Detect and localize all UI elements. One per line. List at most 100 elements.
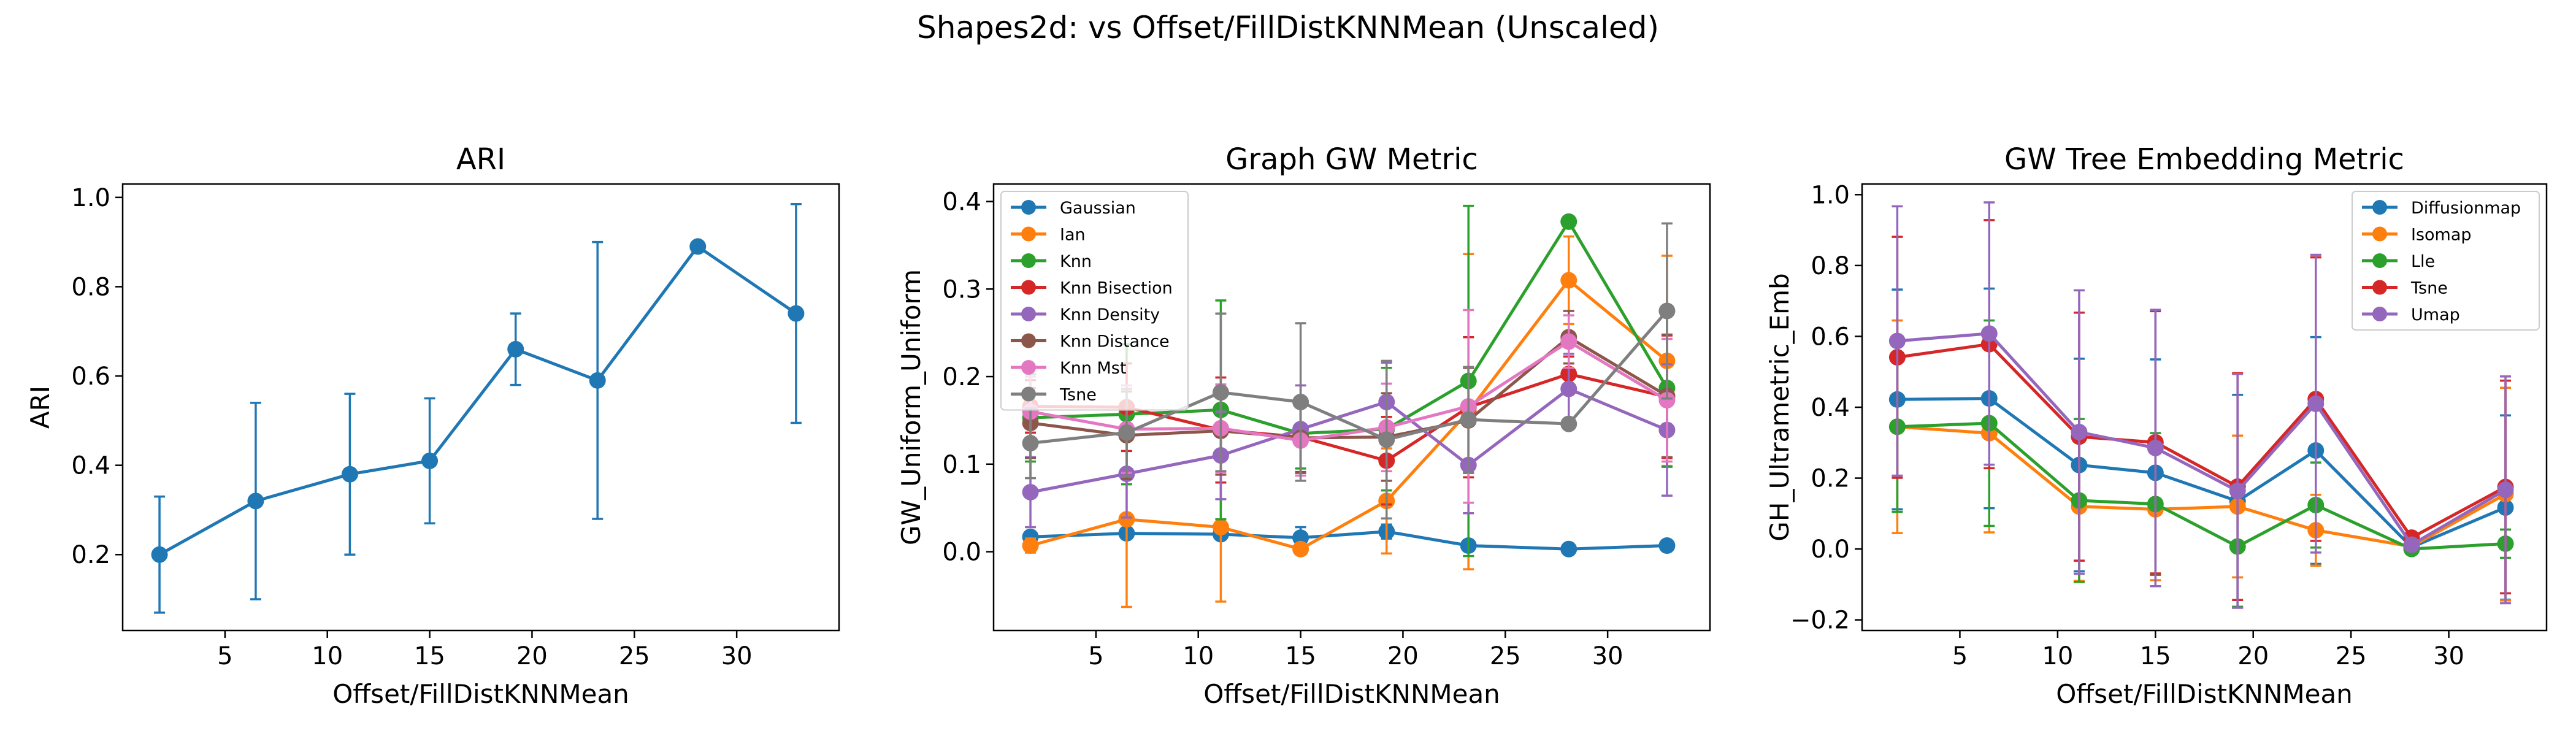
legend-swatch-marker xyxy=(1021,253,1036,268)
legend-swatch-marker xyxy=(1021,226,1036,242)
x-tick-label: 30 xyxy=(721,642,753,670)
x-tick-label: 5 xyxy=(1088,642,1103,670)
legend-label: Ian xyxy=(1060,226,1086,245)
series-line xyxy=(1030,530,1667,551)
x-tick-label: 30 xyxy=(2433,642,2464,670)
x-tick-label: 20 xyxy=(516,642,548,670)
x-tick-label: 25 xyxy=(2336,642,2367,670)
chart-title: GW Tree Embedding Metric xyxy=(2004,142,2404,177)
data-point xyxy=(1658,537,1676,554)
y-tick-label: 0.1 xyxy=(942,451,981,479)
series-tsne xyxy=(1022,222,1676,520)
chart-panel-3: GW Tree Embedding Metric 5 10 15 20 25 30 −0.2 0… xyxy=(1765,142,2548,709)
data-point xyxy=(1658,302,1676,320)
data-point xyxy=(1560,380,1577,397)
data-point xyxy=(1118,424,1135,441)
data-point xyxy=(1292,529,1309,546)
series-line xyxy=(1897,332,2507,546)
x-tick-label: 20 xyxy=(1387,642,1419,670)
y-axis-label: ARI xyxy=(25,386,55,429)
data-point xyxy=(247,493,264,510)
y-axis-label: GH_Ultrametric_Emb xyxy=(1765,273,1795,541)
legend-label: Knn Mst xyxy=(1060,359,1126,378)
series-line xyxy=(1030,387,1668,494)
x-tick-label: 15 xyxy=(2140,642,2171,670)
data-point xyxy=(1022,537,1039,554)
series-line xyxy=(1897,421,2506,551)
legend-swatch-marker xyxy=(2372,280,2387,295)
y-tick-label: 0.0 xyxy=(942,539,981,567)
series-group xyxy=(151,203,805,614)
y-tick-label: 0.8 xyxy=(1811,252,1850,280)
axes-frame xyxy=(121,183,840,632)
legend-label: Tsne xyxy=(1059,386,1097,405)
x-tick-label: 30 xyxy=(1592,642,1623,670)
legend-label: Knn Bisection xyxy=(1060,279,1173,298)
data-point xyxy=(2307,395,2325,412)
y-tick-label: 0.4 xyxy=(71,452,110,480)
legend-label: Knn xyxy=(1060,252,1092,271)
data-point xyxy=(1658,392,1676,409)
data-point xyxy=(689,238,707,255)
x-tick-label: 10 xyxy=(1183,642,1214,670)
legend-swatch-marker xyxy=(2372,226,2387,242)
data-point xyxy=(1888,332,1906,350)
y-tick-label: 0.4 xyxy=(942,188,981,217)
y-tick-label: 0.8 xyxy=(71,273,110,301)
x-tick-label: 25 xyxy=(619,642,650,670)
data-point xyxy=(1292,393,1309,410)
legend-label: Knn Density xyxy=(1060,305,1160,324)
x-tick-label: 5 xyxy=(1952,642,1968,670)
legend-label: Umap xyxy=(2411,305,2460,324)
data-point xyxy=(1560,213,1577,230)
data-point xyxy=(1560,540,1577,558)
series-gaussian xyxy=(1022,523,1676,558)
x-axis-label: Offset/FillDistKNNMean xyxy=(2056,679,2353,709)
legend-label: Diffusionmap xyxy=(2411,199,2521,218)
legend-swatch-marker xyxy=(2372,307,2387,321)
data-point xyxy=(1560,333,1577,350)
data-point xyxy=(1560,272,1577,289)
series-line xyxy=(1897,342,2507,540)
x-tick-label: 10 xyxy=(2042,642,2073,670)
legend-swatch-marker xyxy=(2372,253,2387,268)
series-line xyxy=(1030,340,1668,442)
data-point xyxy=(2071,423,2088,440)
figure-suptitle: Shapes2d: vs Offset/FillDistKNNMean (Uns… xyxy=(917,10,1659,45)
x-tick-label: 5 xyxy=(217,642,232,670)
y-tick-label: 1.0 xyxy=(1811,181,1850,209)
legend-swatch-marker xyxy=(1021,360,1036,375)
x-tick-label: 15 xyxy=(1285,642,1316,670)
data-point xyxy=(2403,536,2420,553)
series-line xyxy=(1030,372,1668,462)
legend-box xyxy=(1000,191,1189,411)
data-point xyxy=(2497,481,2514,499)
legend-swatch-marker xyxy=(1021,333,1036,348)
data-point xyxy=(2147,439,2164,456)
x-tick-label: 20 xyxy=(2237,642,2269,670)
legend-label: Lle xyxy=(2411,252,2435,271)
data-point xyxy=(1022,483,1039,500)
x-tick-label: 10 xyxy=(312,642,343,670)
x-axis-label: Offset/FillDistKNNMean xyxy=(332,679,629,709)
series-line xyxy=(1030,278,1668,551)
data-point xyxy=(589,372,606,389)
y-tick-label: 0.3 xyxy=(942,275,981,304)
series-umap xyxy=(1888,201,2514,609)
legend-swatch-marker xyxy=(1021,386,1036,402)
y-tick-label: 0.6 xyxy=(1811,323,1850,351)
legend-label: Knn Distance xyxy=(1060,332,1170,351)
y-tick-label: −0.2 xyxy=(1790,607,1850,635)
series-line xyxy=(1897,397,2506,549)
data-point xyxy=(151,546,168,563)
legend: Diffusionmap Isomap Lle Tsne Umap xyxy=(2352,191,2540,331)
legend: Gaussian Ian Knn Knn Bisection Knn Density Kn… xyxy=(1000,191,1189,411)
data-point xyxy=(1460,411,1477,428)
data-point xyxy=(788,305,805,322)
y-tick-label: 0.2 xyxy=(1811,465,1850,493)
data-point xyxy=(1378,431,1395,448)
series-main xyxy=(151,203,805,614)
data-point xyxy=(421,452,439,469)
